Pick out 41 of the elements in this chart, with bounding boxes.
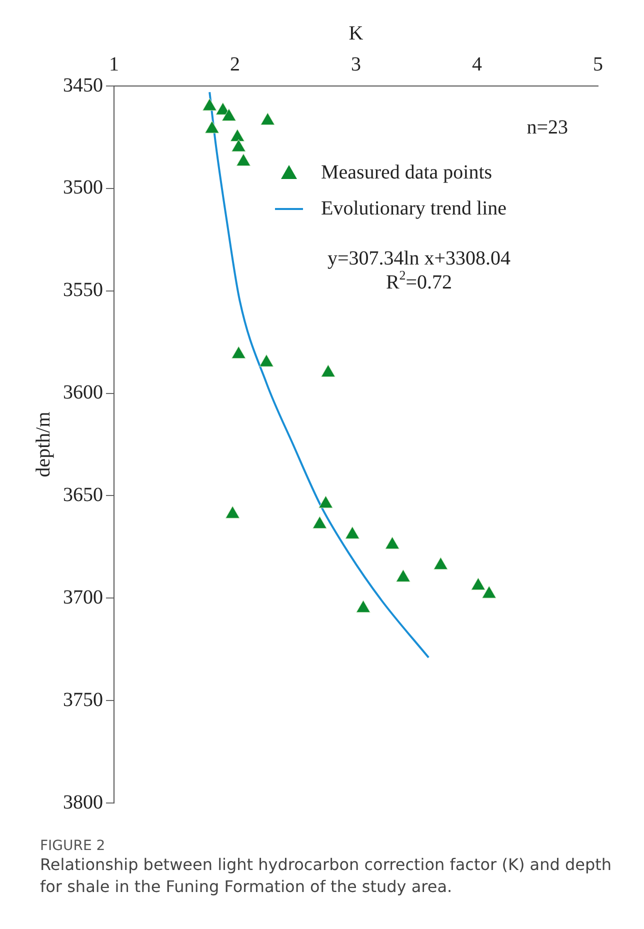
point <box>225 506 240 518</box>
point <box>222 108 236 121</box>
y-tick-label: 3700 <box>63 586 103 608</box>
point <box>231 139 246 152</box>
y-tick-label: 3750 <box>63 688 103 711</box>
y-tick-label: 3600 <box>63 382 103 404</box>
y-tick-label: 3800 <box>63 791 103 814</box>
y-tick-label: 3650 <box>63 484 103 506</box>
point <box>236 154 251 166</box>
caption: FIGURE 2 <box>40 838 106 854</box>
x-tick-label: 4 <box>472 53 482 76</box>
legend-label: Measured data points <box>321 161 492 184</box>
y-axis-title: depth/m <box>32 411 54 478</box>
y-tick-label: 3500 <box>63 176 103 199</box>
point <box>345 526 360 539</box>
point <box>482 586 496 598</box>
annotation: n=23 <box>526 116 568 138</box>
x-tick-label: 3 <box>351 53 361 76</box>
point <box>259 354 274 367</box>
x-tick-label: 5 <box>593 53 603 76</box>
point <box>202 98 217 111</box>
point <box>356 600 370 613</box>
x-tick-label: 2 <box>230 53 240 76</box>
x-axis-title: K <box>348 22 364 44</box>
x-tick-label: 1 <box>109 53 119 76</box>
point <box>312 516 327 529</box>
point <box>204 120 220 134</box>
point <box>320 364 336 378</box>
point <box>396 569 410 582</box>
point <box>471 578 486 590</box>
legend-label: Evolutionary trend line <box>321 197 507 220</box>
point <box>260 112 275 126</box>
y-tick-label: 3450 <box>63 74 103 96</box>
point <box>230 128 245 142</box>
y-tick-label: 3550 <box>63 279 103 302</box>
point <box>434 557 448 570</box>
point <box>318 496 333 508</box>
point <box>231 346 246 359</box>
point <box>385 536 400 550</box>
text: Relationship between light hydrocarbon correction factor (K) and depth for shale in the Funing Formation of the study area. <box>40 854 613 898</box>
annotation: y=307.34ln x+3308.04 <box>327 247 511 270</box>
